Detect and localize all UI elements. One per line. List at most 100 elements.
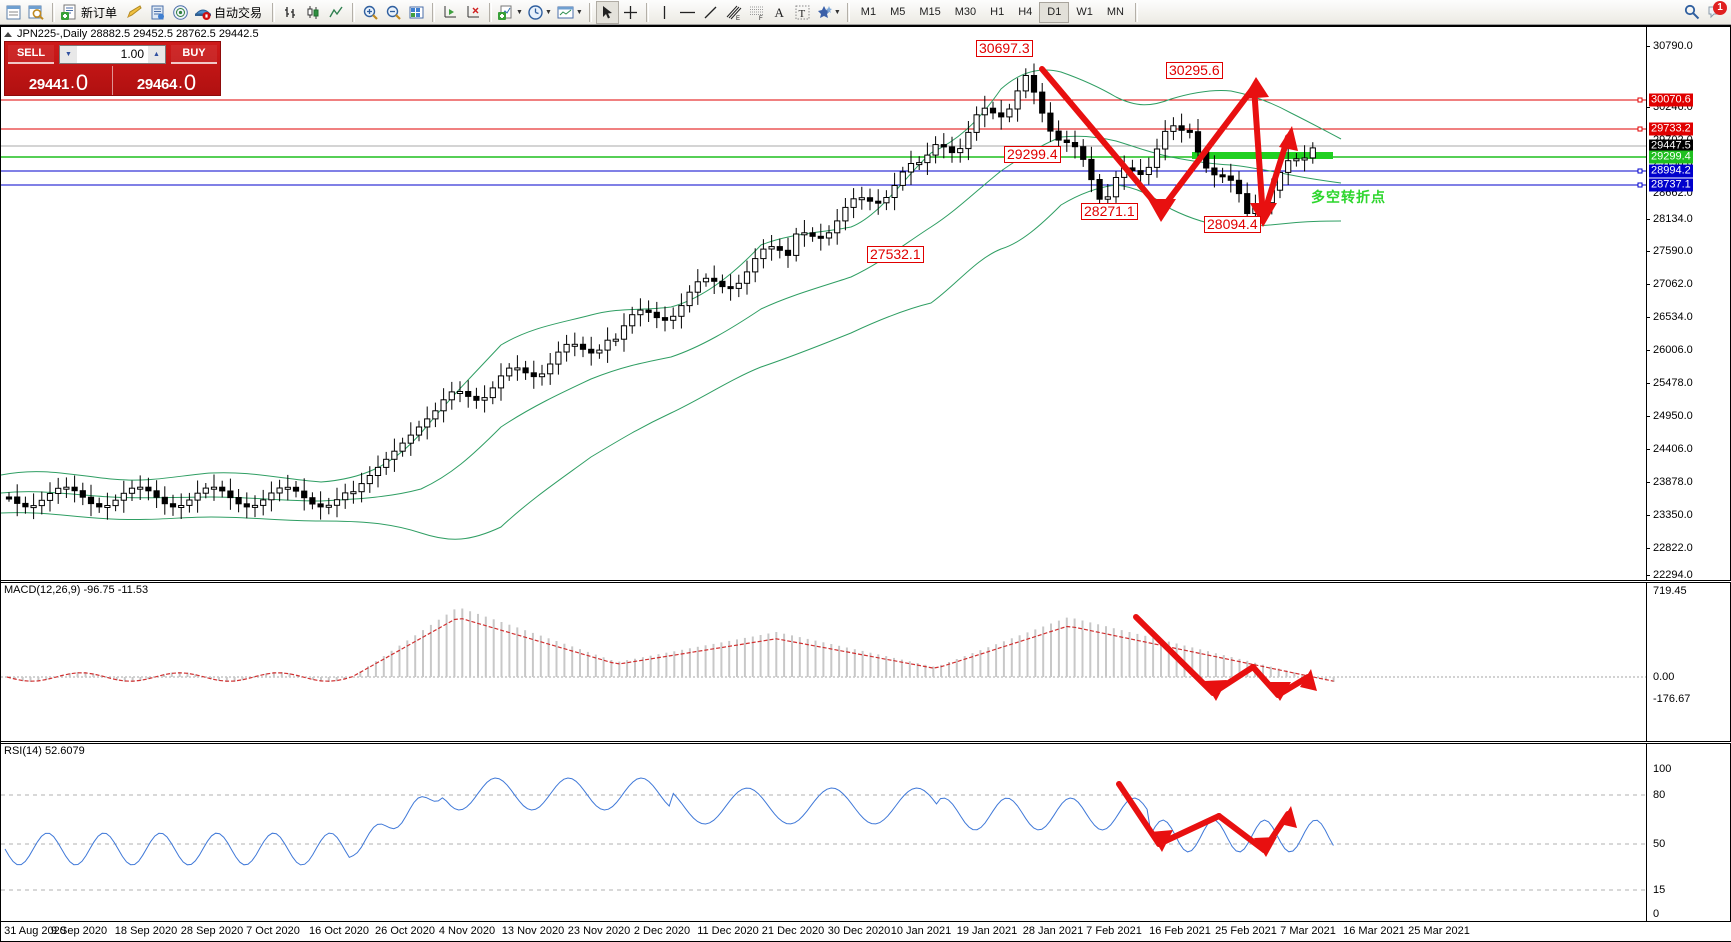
timeframe-h1[interactable]: H1 (990, 6, 1005, 18)
one-click-trading-panel[interactable]: SELL ▼ 1.00 ▲ BUY 29441 . 0 29464 . (4, 41, 221, 96)
price-tick: 24950.0 (1653, 410, 1693, 422)
buy-price[interactable]: 29464 . 0 (113, 66, 220, 95)
level-handle[interactable] (1637, 126, 1643, 132)
equidistant-channel-tool-icon[interactable]: E (722, 1, 745, 24)
bar-chart-icon[interactable] (279, 1, 302, 24)
zoom-in-icon[interactable] (359, 1, 382, 24)
support-green-tag[interactable]: 29299.4 (1649, 150, 1693, 164)
vertical-line-tool-icon[interactable] (653, 1, 676, 24)
zoom-out-icon[interactable] (382, 1, 405, 24)
text-tool-icon[interactable]: A (768, 1, 791, 24)
price-chart-canvas[interactable] (1, 27, 1646, 580)
macd-pane[interactable]: MACD(12,26,9) -96.75 -11.53 719.45 0.00 … (1, 583, 1731, 741)
toolbar-right-group: 1 (1680, 0, 1731, 24)
price-pane[interactable]: 30790.0 30246.0 29702.0 29190.0 28662.0 … (1, 27, 1731, 580)
pane-separator-macd[interactable] (1, 580, 1731, 583)
notifications-icon[interactable]: 1 (1703, 0, 1727, 24)
volume-value[interactable]: 1.00 (120, 47, 144, 61)
chart-symbol-bar: JPN225-,Daily 28882.5 29452.5 28762.5 29… (1, 27, 259, 41)
swing-low-label-1[interactable]: 28271.1 (1081, 203, 1138, 220)
metaeditor-icon[interactable] (123, 1, 146, 24)
resistance-line-2-tag[interactable]: 29733.2 (1649, 122, 1693, 136)
date-tick: 30 Dec 2020 (827, 925, 891, 937)
swing-low-label-2[interactable]: 28094.4 (1204, 216, 1261, 233)
timeframe-m5[interactable]: M5 (890, 6, 906, 18)
timeframe-m15[interactable]: M15 (919, 6, 941, 18)
swing-low-label-3[interactable]: 27532.1 (867, 246, 924, 263)
rsi-pane[interactable]: RSI(14) 52.6079 100 80 50 15 0 (1, 744, 1731, 922)
resistance-line-1-tag[interactable]: 30070.6 (1649, 93, 1693, 107)
date-tick: 28 Jan 2021 (1022, 925, 1084, 937)
sell-price-fraction: 0 (75, 70, 89, 96)
buy-button[interactable]: BUY (171, 44, 217, 64)
indicators-icon[interactable]: ▼ (496, 1, 525, 24)
volume-stepper[interactable]: ▼ 1.00 ▲ (59, 44, 166, 64)
toolbar-separator (272, 2, 276, 22)
rsi-axis-line (1646, 744, 1647, 922)
crosshair-tool-icon[interactable] (619, 1, 642, 24)
main-toolbar: 新订单 (0, 0, 1731, 25)
timeframe-m30[interactable]: M30 (954, 6, 977, 18)
date-tick: 10 Jan 2021 (890, 925, 952, 937)
level-handle[interactable] (1637, 97, 1643, 103)
level-handle[interactable] (1637, 182, 1643, 188)
support-blue-1-tag[interactable]: 28994.2 (1649, 164, 1693, 178)
label-tool-icon[interactable]: T (791, 1, 814, 24)
price-tick: 28134.0 (1653, 213, 1693, 225)
candlestick-chart-icon[interactable] (302, 1, 325, 24)
chevron-down-icon[interactable]: ▼ (575, 8, 583, 16)
date-tick: 25 Feb 2021 (1215, 925, 1277, 937)
chartshift-icon[interactable] (462, 1, 485, 24)
level-handle[interactable] (1637, 168, 1643, 174)
swing-high-label-1[interactable]: 30697.3 (976, 40, 1033, 57)
date-tick: 28 Sep 2020 (180, 925, 244, 937)
templates-icon[interactable]: ▼ (554, 1, 585, 24)
data-window-icon[interactable] (25, 1, 48, 24)
new-order-button[interactable]: 新订单 (59, 1, 123, 24)
sell-price[interactable]: 29441 . 0 (5, 66, 112, 95)
timeframe-h4[interactable]: H4 (1018, 6, 1033, 18)
periods-clock-icon[interactable]: ▼ (525, 1, 554, 24)
chevron-down-icon[interactable]: ▼ (516, 8, 523, 16)
fibonacci-tool-icon[interactable]: F (745, 1, 768, 24)
level-label-29299[interactable]: 29299.4 (1004, 146, 1061, 163)
swing-high-label-2[interactable]: 30295.6 (1166, 62, 1223, 79)
date-axis: 31 Aug 2020 9 Sep 2020 18 Sep 2020 28 Se… (1, 921, 1731, 941)
pane-separator-rsi[interactable] (1, 741, 1731, 744)
rsi-tick: 50 (1653, 838, 1666, 850)
timeframe-mn[interactable]: MN (1106, 6, 1124, 18)
autoscroll-icon[interactable] (439, 1, 462, 24)
price-tick: 30790.0 (1653, 40, 1693, 52)
timeframe-w1[interactable]: W1 (1076, 6, 1093, 18)
date-tick: 18 Sep 2020 (114, 925, 178, 937)
horizontal-line-tool-icon[interactable] (676, 1, 699, 24)
svg-text:E: E (736, 16, 740, 21)
volume-increase-icon[interactable]: ▲ (148, 45, 165, 63)
market-watch-icon[interactable] (2, 1, 25, 24)
sell-button[interactable]: SELL (8, 44, 54, 64)
grid-color-icon[interactable] (405, 1, 428, 24)
timeframe-d1[interactable]: D1 (1039, 1, 1070, 23)
collapse-triangle-icon[interactable] (4, 31, 12, 37)
chevron-down-icon[interactable]: ▼ (833, 8, 841, 16)
chevron-down-icon[interactable]: ▼ (544, 8, 552, 16)
shapes-tool-icon[interactable]: ▼ (814, 1, 843, 24)
price-tick: 25478.0 (1653, 377, 1693, 389)
line-chart-icon[interactable] (325, 1, 348, 24)
support-blue-2-tag[interactable]: 28737.1 (1649, 178, 1693, 192)
date-tick: 7 Mar 2021 (1280, 925, 1336, 937)
rsi-canvas[interactable] (1, 744, 1646, 922)
autotrading-button[interactable]: 自动交易 (192, 1, 268, 24)
toolbar-separator (645, 2, 649, 22)
expert-advisors-icon[interactable] (146, 1, 169, 24)
timeframe-m1[interactable]: M1 (860, 6, 877, 18)
signals-icon[interactable] (169, 1, 192, 24)
chart-window[interactable]: JPN225-,Daily 28882.5 29452.5 28762.5 29… (0, 25, 1731, 942)
trendline-tool-icon[interactable] (699, 1, 722, 24)
price-tick: 22822.0 (1653, 542, 1693, 554)
cursor-tool-icon[interactable] (595, 0, 619, 24)
volume-decrease-icon[interactable]: ▼ (60, 45, 77, 63)
date-tick: 2 Dec 2020 (633, 925, 691, 937)
macd-canvas[interactable] (1, 583, 1646, 741)
search-icon[interactable] (1680, 1, 1703, 24)
